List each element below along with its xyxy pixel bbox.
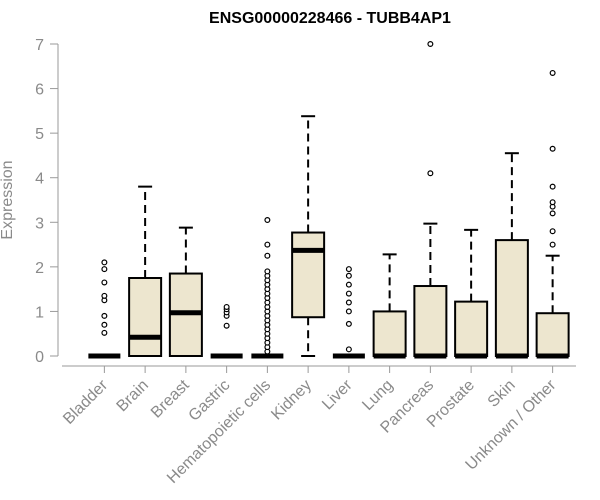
y-tick-label: 7 <box>35 37 44 54</box>
outlier-point <box>101 259 108 266</box>
y-tick-label: 1 <box>35 304 44 321</box>
outlier-point <box>264 252 271 259</box>
x-tick-label: Bladder <box>60 376 111 427</box>
y-axis-label: Expression <box>0 160 16 239</box>
box-skin <box>494 152 529 359</box>
outlier-point <box>264 241 271 248</box>
box-rect <box>494 239 529 357</box>
box-liver <box>332 266 365 359</box>
outlier-point <box>549 69 556 76</box>
box-kidney <box>291 115 326 357</box>
box-prostate <box>454 228 489 359</box>
outlier-point <box>427 40 434 47</box>
y-tick-label: 5 <box>35 126 44 143</box>
outlier-point <box>345 299 352 306</box>
y-tick-label: 2 <box>35 260 44 277</box>
outlier-point <box>101 321 108 328</box>
outlier-point <box>101 266 108 273</box>
outlier-point <box>345 266 352 273</box>
outlier-point <box>345 290 352 297</box>
outlier-point <box>345 281 352 288</box>
box-rect <box>128 277 163 357</box>
plot-area <box>88 40 570 359</box>
box-unknown-other <box>535 69 570 359</box>
outlier-point <box>345 308 352 315</box>
y-tick-label: 0 <box>35 349 44 366</box>
outlier-point <box>264 217 271 224</box>
box-gastric <box>210 303 243 359</box>
outlier-point <box>549 145 556 152</box>
y-tick-label: 4 <box>35 171 44 188</box>
outlier-point <box>223 322 230 329</box>
outlier-point <box>101 329 108 336</box>
box-lung <box>372 253 407 359</box>
outlier-point <box>427 170 434 177</box>
outlier-point <box>345 272 352 279</box>
x-tick-label: Lung <box>359 377 396 414</box>
outlier-point <box>549 183 556 190</box>
outlier-point <box>264 268 271 275</box>
box-rect <box>454 300 489 358</box>
outlier-point <box>345 346 352 353</box>
x-tick-label: Kidney <box>268 377 315 424</box>
x-tick-label: Brain <box>114 377 152 415</box>
box-rect <box>372 310 407 357</box>
y-axis: 0 1 2 3 4 5 6 7 <box>35 37 59 366</box>
box-bladder <box>88 259 121 359</box>
outlier-point <box>549 228 556 235</box>
y-tick-label: 3 <box>35 215 44 232</box>
outlier-point <box>549 199 556 206</box>
box-breast <box>168 226 203 357</box>
box-rect <box>413 285 448 357</box>
box-brain <box>128 185 163 357</box>
outlier-point <box>549 241 556 248</box>
box-rect <box>291 231 326 319</box>
outlier-point <box>101 279 108 286</box>
outlier-point <box>345 320 352 327</box>
outlier-point <box>101 292 108 299</box>
outlier-point <box>549 210 556 217</box>
y-tick-label: 6 <box>35 82 44 99</box>
chart-title: ENSG00000228466 - TUBB4AP1 <box>209 10 451 27</box>
x-tick-label: Liver <box>319 376 356 413</box>
x-tick-label: Skin <box>485 377 519 411</box>
box-pancreas <box>413 40 448 359</box>
box-hematopoietic-cells <box>251 217 284 359</box>
outlier-point <box>101 312 108 319</box>
outlier-point <box>223 303 230 310</box>
box-rect <box>535 312 570 357</box>
x-tick-label: Breast <box>148 376 193 421</box>
